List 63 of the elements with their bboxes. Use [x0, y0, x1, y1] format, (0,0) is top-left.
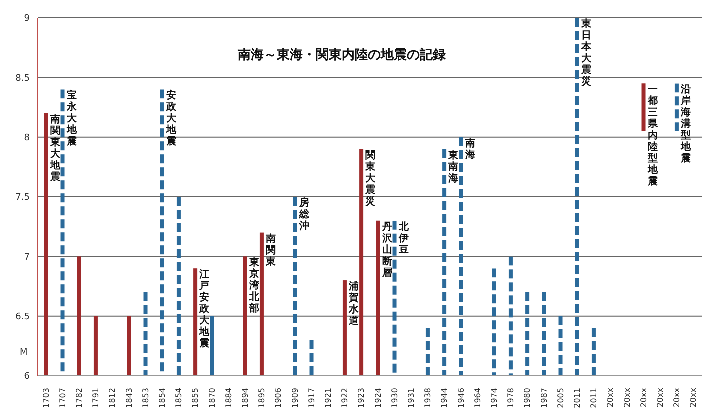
y-axis-title: M: [20, 348, 28, 358]
x-tick-label: 20xx: [656, 388, 665, 408]
y-tick-label: 9: [24, 14, 30, 24]
annotation: 江戸安政大地震: [198, 268, 211, 350]
x-tick-label: 1923: [357, 388, 366, 408]
x-tick-label: 1853: [141, 388, 150, 408]
annotation: 宝永大地震: [66, 90, 78, 148]
x-tick-label: 1946: [456, 388, 466, 408]
x-tick-label: 1987: [540, 388, 549, 408]
x-tick-label: 20xx: [672, 388, 682, 408]
y-tick-label: 6.5: [16, 312, 30, 323]
x-tick-label: 1884: [224, 388, 234, 408]
x-tick-label: 20xx: [639, 388, 648, 408]
x-tick-label: 1782: [75, 388, 84, 408]
x-tick-label: 1894: [241, 388, 250, 408]
x-tick-label: 20xx: [622, 388, 632, 408]
annotation: 関東大震災: [364, 149, 377, 208]
annotation: 南関東: [265, 232, 278, 268]
x-tick-label: 1944: [440, 388, 450, 408]
y-tick-label: 8: [24, 134, 30, 144]
x-tick-label: 2011: [590, 388, 599, 408]
x-tick-label: 1895: [258, 388, 267, 408]
x-tick-label: 1854: [158, 388, 167, 408]
annotation: 安政大地震: [166, 90, 178, 148]
x-tick-label: 1980: [523, 388, 532, 408]
y-tick-label: 7: [24, 252, 30, 263]
x-tick-label: 1974: [490, 388, 499, 408]
x-tick-label: 1930: [390, 388, 400, 408]
annotation: 房総沖: [298, 197, 310, 232]
x-tick-label: 1791: [92, 388, 101, 408]
annotation: 北伊豆: [398, 220, 410, 256]
x-tick-label: 1843: [124, 388, 134, 408]
annotation: 東日本大震災: [580, 18, 592, 88]
annotation: 南関東大地震: [49, 113, 62, 183]
x-tick-label: 1703: [42, 388, 51, 408]
y-tick-label: 7.5: [16, 193, 30, 204]
annotation: 浦賀水道: [348, 280, 360, 328]
y-tick-label: 6: [24, 372, 30, 382]
x-tick-label: 1707: [58, 388, 68, 408]
x-tick-label: 1854: [174, 388, 184, 408]
x-tick-label: 20xx: [689, 388, 698, 408]
x-tick-label: 1964: [473, 388, 482, 408]
annotation: 東京湾北部: [248, 256, 260, 315]
x-tick-label: 1931: [407, 388, 416, 408]
x-tick-label: 1978: [506, 388, 516, 408]
x-tick-label: 1855: [191, 388, 200, 408]
x-tick-label: 1870: [208, 388, 217, 408]
annotation: 東南海: [448, 149, 460, 184]
x-tick-label: 1938: [424, 388, 433, 408]
x-tick-label: 20xx: [606, 388, 616, 408]
x-tick-label: 2005: [556, 388, 566, 408]
y-tick-label: 8.5: [16, 74, 30, 84]
x-tick-label: 1812: [108, 388, 118, 408]
annotation: 丹沢山断層: [381, 220, 394, 279]
x-tick-label: 1917: [307, 388, 316, 408]
x-tick-label: 1909: [290, 388, 300, 408]
annotation: 南海: [464, 137, 476, 161]
x-tick-label: 1922: [340, 388, 350, 408]
x-tick-label: 1921: [324, 388, 333, 408]
text: 南海～東海・関東内陸の地震の記録: [238, 47, 446, 64]
x-tick-label: 2011: [573, 388, 582, 408]
x-tick-label: 1906: [274, 388, 284, 408]
x-tick-label: 1924: [374, 388, 383, 408]
